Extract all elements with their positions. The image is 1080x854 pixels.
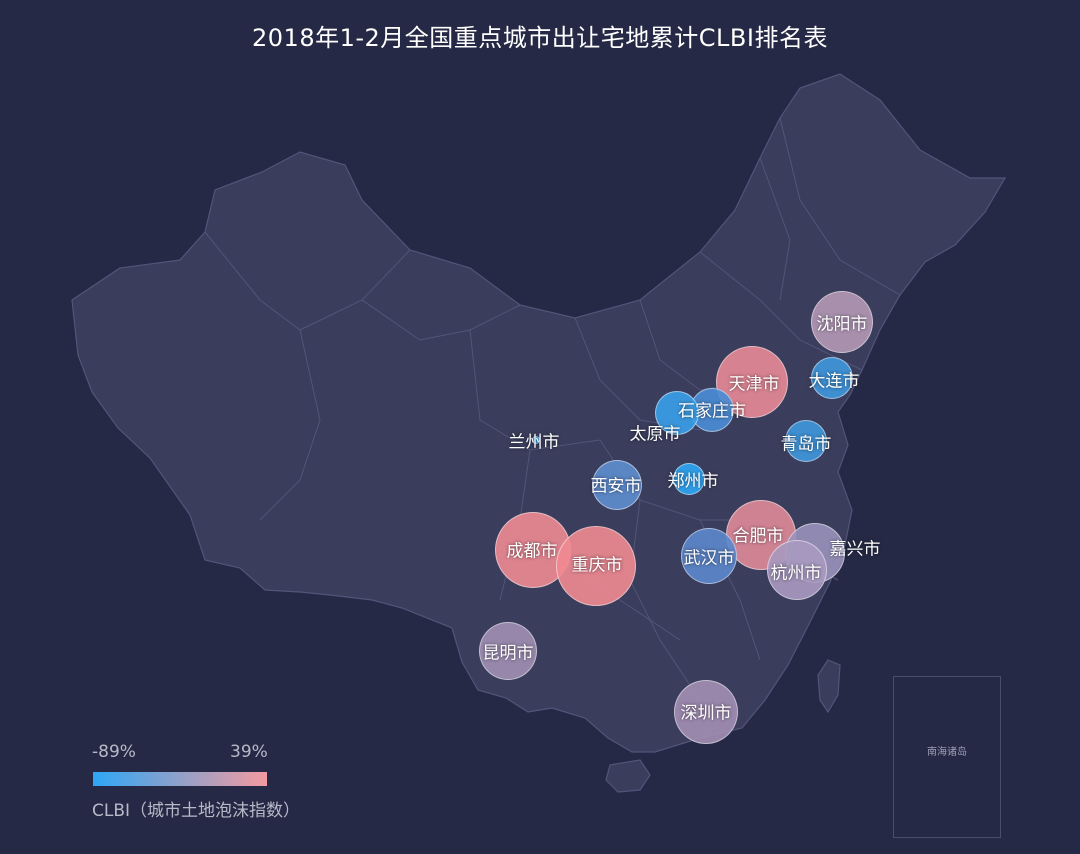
legend-min-label: -89% bbox=[92, 742, 136, 762]
city-bubble[interactable] bbox=[556, 526, 636, 606]
city-bubble[interactable] bbox=[681, 528, 737, 584]
city-label: 重庆市 bbox=[571, 555, 623, 576]
province-border-line bbox=[361, 299, 521, 341]
city-label: 昆明市 bbox=[482, 643, 534, 664]
city-label: 西安市 bbox=[590, 476, 642, 497]
province-border-line bbox=[759, 157, 791, 301]
legend-caption: CLBI（城市土地泡沫指数） bbox=[92, 801, 301, 821]
city-label: 兰州市 bbox=[508, 432, 560, 453]
city-bubble[interactable] bbox=[655, 391, 699, 435]
city-label: 合肥市 bbox=[732, 526, 784, 547]
china-mainland-shape bbox=[71, 73, 1007, 753]
city-label: 天津市 bbox=[728, 374, 780, 395]
city-bubble[interactable] bbox=[811, 357, 853, 399]
city-bubble[interactable] bbox=[726, 500, 796, 570]
province-border-line bbox=[779, 117, 901, 296]
south-china-sea-inset: 南海诸岛 bbox=[893, 676, 1001, 838]
city-bubble[interactable] bbox=[785, 420, 827, 462]
province-border-line bbox=[469, 329, 601, 451]
taiwan-island-shape bbox=[817, 659, 841, 714]
city-label: 太原市 bbox=[629, 424, 681, 445]
city-label: 石家庄市 bbox=[678, 401, 746, 422]
city-label: 郑州市 bbox=[667, 471, 719, 492]
city-label: 大连市 bbox=[808, 371, 860, 392]
city-bubble[interactable] bbox=[767, 540, 827, 600]
legend-max-label: 39% bbox=[230, 742, 268, 762]
city-label: 杭州市 bbox=[770, 563, 822, 584]
city-label: 青岛市 bbox=[780, 434, 832, 455]
hainan-island-shape bbox=[605, 759, 651, 793]
province-border-line bbox=[699, 251, 863, 371]
city-label: 沈阳市 bbox=[816, 314, 868, 335]
city-bubble[interactable] bbox=[479, 622, 537, 680]
city-label: 成都市 bbox=[506, 541, 558, 562]
city-bubble[interactable] bbox=[673, 463, 705, 495]
city-bubble[interactable] bbox=[811, 291, 873, 353]
city-bubble[interactable] bbox=[592, 460, 642, 510]
city-bubble[interactable] bbox=[674, 680, 738, 744]
city-label: 嘉兴市 bbox=[829, 539, 881, 560]
city-bubble[interactable] bbox=[532, 436, 540, 444]
map-title: 2018年1-2月全国重点城市出让宅地累计CLBI排名表 bbox=[252, 24, 828, 52]
city-label: 武汉市 bbox=[683, 548, 735, 569]
province-border-line bbox=[259, 329, 321, 521]
legend-gradient-bar bbox=[93, 772, 267, 786]
city-label: 深圳市 bbox=[680, 703, 732, 724]
inset-label: 南海诸岛 bbox=[927, 747, 967, 758]
province-border-line bbox=[629, 499, 701, 701]
